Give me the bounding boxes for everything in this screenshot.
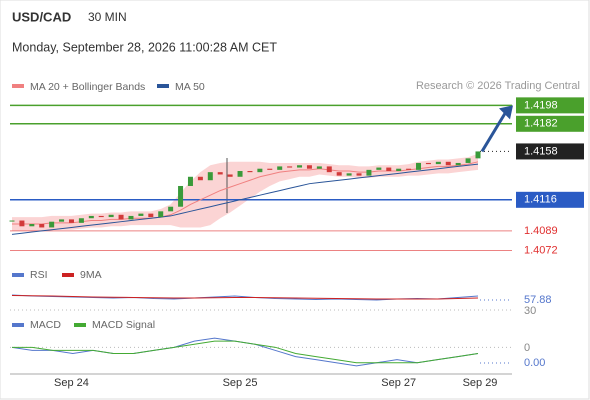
level-label: 1.4072 — [524, 244, 558, 256]
candle — [416, 162, 422, 170]
candle — [386, 167, 392, 172]
credit: Research © 2026 Trading Central — [416, 80, 580, 92]
candle — [336, 172, 342, 176]
candle — [277, 166, 283, 170]
candle — [306, 165, 312, 169]
candle — [227, 174, 233, 177]
level-label: 1.4158 — [524, 145, 558, 157]
candle — [326, 166, 332, 173]
candle — [207, 172, 213, 181]
candle — [356, 173, 362, 176]
candle — [475, 151, 481, 159]
candle — [168, 206, 174, 212]
candle — [78, 218, 84, 223]
candle — [217, 172, 223, 175]
level-box — [516, 143, 584, 160]
candle — [158, 211, 164, 218]
level-label: 1.4089 — [524, 225, 558, 237]
x-tick-label: Sep 25 — [223, 377, 258, 389]
indicator-line — [12, 340, 479, 364]
candle — [138, 213, 144, 216]
legend-label: MA 20 + Bollinger Bands — [30, 81, 145, 93]
candle — [297, 165, 303, 168]
candle — [455, 162, 461, 166]
candle — [88, 215, 94, 219]
candle — [49, 221, 55, 228]
legend-swatch — [74, 323, 86, 327]
legend-label: 9MA — [80, 269, 102, 281]
candle — [425, 162, 431, 165]
candle — [108, 214, 114, 218]
level-label: 1.4182 — [524, 118, 558, 130]
level-box — [516, 115, 584, 132]
candle — [29, 223, 35, 227]
level-label: 1.4198 — [524, 99, 558, 111]
legend-swatch — [12, 84, 24, 88]
y-tick-label: 30 — [524, 305, 536, 317]
candle — [465, 158, 471, 163]
candle — [346, 173, 352, 176]
current-label: 57.88 — [524, 294, 552, 306]
candle — [287, 166, 293, 168]
candle — [396, 168, 402, 172]
level-label: 1.4116 — [524, 194, 557, 206]
candle — [445, 161, 451, 166]
candle — [366, 169, 372, 176]
bollinger-band — [12, 153, 478, 231]
candle — [435, 161, 441, 165]
candle — [98, 215, 104, 218]
candle — [247, 171, 253, 173]
candle — [39, 223, 45, 228]
candle — [118, 214, 124, 220]
timeframe: 30 MIN — [88, 10, 127, 24]
x-tick-label: Sep 29 — [463, 377, 498, 389]
candle — [128, 215, 134, 220]
indicator-line — [11, 295, 479, 300]
arrow-head — [499, 105, 513, 120]
candle — [178, 185, 184, 207]
legend-label: MACD — [30, 319, 61, 331]
y-tick-label: 0 — [524, 342, 530, 354]
candle — [19, 220, 25, 227]
datetime: Monday, September 28, 2026 11:00:28 AM C… — [12, 40, 277, 54]
candle — [316, 166, 322, 169]
candle — [148, 213, 154, 218]
legend-swatch — [62, 273, 74, 277]
candle — [406, 168, 412, 170]
candle — [237, 171, 243, 177]
candle — [376, 167, 382, 170]
legend-label: RSI — [30, 269, 48, 281]
x-tick-label: Sep 27 — [381, 377, 416, 389]
level-box — [516, 97, 584, 114]
candle — [187, 176, 193, 186]
forecast-arrow — [480, 112, 507, 153]
x-tick-label: Sep 24 — [54, 377, 89, 389]
level-box — [516, 191, 584, 208]
legend-swatch — [12, 273, 24, 277]
symbol: USD/CAD — [12, 9, 71, 24]
candle — [257, 168, 263, 173]
candle — [267, 168, 273, 170]
legend-swatch — [12, 323, 24, 327]
ma-line — [11, 163, 479, 235]
current-label: 0.00 — [524, 357, 545, 369]
legend-swatch — [157, 84, 169, 88]
candle — [68, 219, 74, 223]
candle — [59, 219, 65, 222]
candle — [9, 220, 15, 222]
candle — [197, 176, 203, 181]
legend-label: MACD Signal — [92, 319, 155, 331]
legend-label: MA 50 — [175, 81, 205, 93]
